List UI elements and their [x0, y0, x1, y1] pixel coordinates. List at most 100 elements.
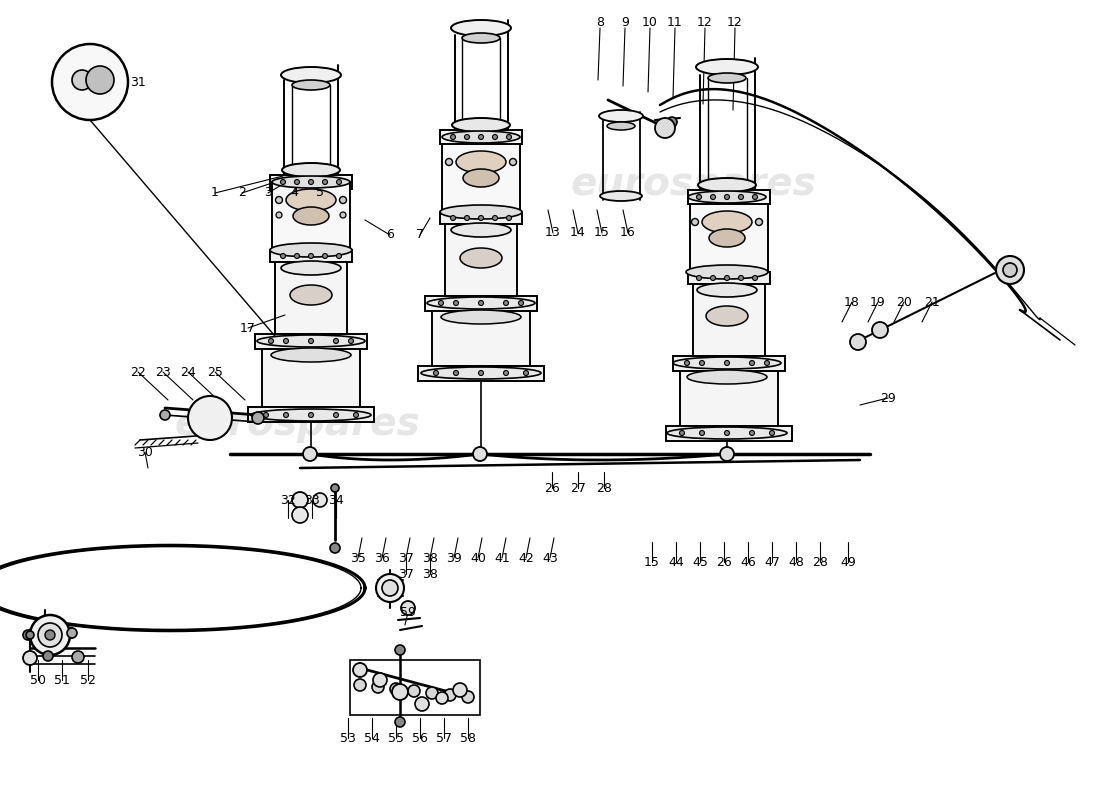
Circle shape	[725, 194, 729, 199]
Circle shape	[72, 651, 84, 663]
Ellipse shape	[292, 80, 330, 90]
Ellipse shape	[257, 335, 365, 347]
Circle shape	[322, 179, 328, 185]
Text: 26: 26	[544, 482, 560, 494]
Circle shape	[280, 179, 286, 185]
Circle shape	[996, 256, 1024, 284]
Circle shape	[188, 396, 232, 440]
Ellipse shape	[427, 297, 535, 309]
Circle shape	[376, 574, 404, 602]
Ellipse shape	[686, 265, 768, 279]
Circle shape	[252, 412, 264, 424]
Ellipse shape	[442, 131, 520, 143]
Text: 55: 55	[388, 731, 404, 745]
Text: 35: 35	[350, 551, 366, 565]
Text: 5: 5	[316, 186, 324, 199]
Circle shape	[337, 254, 341, 258]
Text: 24: 24	[180, 366, 196, 378]
Text: 48: 48	[788, 555, 804, 569]
Ellipse shape	[688, 370, 767, 384]
Circle shape	[453, 301, 459, 306]
Ellipse shape	[271, 348, 351, 362]
Ellipse shape	[696, 59, 758, 75]
Circle shape	[314, 493, 327, 507]
Text: 45: 45	[692, 555, 708, 569]
Circle shape	[295, 254, 299, 258]
Circle shape	[446, 158, 452, 166]
Text: 42: 42	[518, 551, 534, 565]
Circle shape	[308, 413, 314, 418]
Circle shape	[506, 134, 512, 139]
Circle shape	[23, 630, 33, 640]
Text: 28: 28	[596, 482, 612, 494]
Circle shape	[506, 215, 512, 221]
Ellipse shape	[462, 33, 501, 43]
Circle shape	[850, 334, 866, 350]
Circle shape	[340, 197, 346, 203]
Text: 29: 29	[880, 391, 895, 405]
Ellipse shape	[463, 169, 499, 187]
Text: 38: 38	[422, 551, 438, 565]
Circle shape	[390, 683, 402, 695]
Circle shape	[478, 370, 484, 375]
Circle shape	[264, 413, 268, 418]
Ellipse shape	[456, 151, 506, 173]
Bar	[350, 660, 480, 715]
Circle shape	[451, 134, 455, 139]
Text: 19: 19	[870, 295, 886, 309]
Text: 59: 59	[400, 606, 416, 618]
Circle shape	[26, 631, 34, 639]
Text: 43: 43	[542, 551, 558, 565]
Bar	[688, 272, 770, 284]
Circle shape	[353, 663, 367, 677]
Text: 18: 18	[844, 295, 860, 309]
Circle shape	[337, 179, 341, 185]
Text: 53: 53	[340, 731, 356, 745]
Circle shape	[426, 687, 438, 699]
Circle shape	[770, 430, 774, 435]
Text: 38: 38	[422, 567, 438, 581]
Bar	[270, 175, 352, 189]
Circle shape	[302, 447, 317, 461]
Circle shape	[292, 507, 308, 523]
Ellipse shape	[708, 73, 746, 83]
Text: 2: 2	[238, 186, 246, 199]
Text: 17: 17	[240, 322, 256, 334]
Circle shape	[509, 158, 517, 166]
Text: 46: 46	[740, 555, 756, 569]
Ellipse shape	[706, 306, 748, 326]
Text: 12: 12	[727, 15, 742, 29]
Circle shape	[453, 683, 468, 697]
Circle shape	[330, 543, 340, 553]
Ellipse shape	[607, 122, 635, 130]
Text: 37: 37	[398, 551, 414, 565]
Circle shape	[756, 218, 762, 226]
Bar	[275, 262, 346, 334]
Bar	[666, 426, 792, 441]
Circle shape	[43, 651, 53, 661]
Circle shape	[749, 361, 755, 366]
Ellipse shape	[451, 20, 512, 36]
Circle shape	[333, 413, 339, 418]
Ellipse shape	[290, 285, 332, 305]
Circle shape	[725, 275, 729, 281]
Circle shape	[872, 322, 888, 338]
Circle shape	[504, 301, 508, 306]
Circle shape	[493, 215, 497, 221]
Bar	[446, 224, 517, 296]
Ellipse shape	[673, 357, 781, 369]
Text: 9: 9	[621, 15, 629, 29]
Ellipse shape	[667, 427, 786, 439]
Circle shape	[504, 370, 508, 375]
Circle shape	[275, 197, 283, 203]
Circle shape	[276, 212, 282, 218]
Circle shape	[308, 179, 314, 185]
Circle shape	[86, 66, 114, 94]
Text: 22: 22	[130, 366, 146, 378]
Bar	[270, 250, 352, 262]
Circle shape	[268, 338, 274, 343]
Text: 13: 13	[546, 226, 561, 239]
Bar	[690, 204, 768, 272]
Circle shape	[738, 275, 744, 281]
Circle shape	[524, 370, 528, 375]
